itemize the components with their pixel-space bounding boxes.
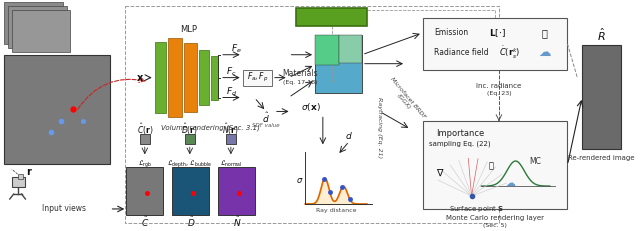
Text: ☁: ☁: [506, 178, 516, 188]
Bar: [155, 42, 166, 113]
Text: $\hat{N}(\mathbf{r})$: $\hat{N}(\mathbf{r})$: [223, 122, 239, 137]
Text: Microfacet BRDF
(GGX): Microfacet BRDF (GGX): [385, 76, 427, 123]
Bar: [12, 10, 70, 52]
Bar: [126, 167, 163, 215]
Text: $\dot{C}(\mathbf{r}_s^k)$: $\dot{C}(\mathbf{r}_s^k)$: [499, 45, 520, 61]
Text: ☁: ☁: [539, 46, 551, 59]
Text: $\hat{D}$: $\hat{D}$: [186, 215, 195, 229]
Bar: [339, 35, 362, 63]
Bar: [226, 134, 236, 144]
Text: 💡: 💡: [488, 162, 493, 171]
Text: $\hat{R}$: $\hat{R}$: [597, 27, 606, 43]
Text: Monte Carlo rendering layer: Monte Carlo rendering layer: [446, 215, 544, 221]
Bar: [172, 167, 209, 215]
Bar: [422, 121, 568, 209]
Text: Materials: Materials: [282, 69, 318, 78]
Bar: [211, 56, 218, 100]
Text: $F_d$: $F_d$: [226, 85, 237, 98]
Bar: [125, 6, 499, 223]
Text: $\nabla$: $\nabla$: [436, 168, 445, 178]
Bar: [185, 134, 195, 144]
Text: Surface point $\mathbf{S}$: Surface point $\mathbf{S}$: [449, 204, 504, 214]
Text: SDF value: SDF value: [252, 123, 280, 128]
Text: Input views: Input views: [42, 204, 86, 213]
Text: Radiance field: Radiance field: [435, 48, 489, 57]
Text: $\hat{C}(\mathbf{r})$: $\hat{C}(\mathbf{r})$: [136, 122, 153, 137]
Text: Importance: Importance: [436, 129, 484, 138]
Text: $\sigma(\mathbf{x})$: $\sigma(\mathbf{x})$: [301, 101, 321, 113]
Bar: [422, 18, 568, 70]
Text: $\hat{D}(\mathbf{r})$: $\hat{D}(\mathbf{r})$: [181, 122, 198, 137]
Text: 💡: 💡: [542, 28, 548, 38]
Text: $\mathcal{L}_{\rm render}$: $\mathcal{L}_{\rm render}$: [314, 10, 349, 24]
Bar: [243, 70, 272, 85]
Bar: [4, 2, 63, 44]
Text: (Sec. 5): (Sec. 5): [483, 223, 507, 228]
Text: $\mathbf{r}$: $\mathbf{r}$: [26, 166, 33, 177]
Text: Re-rendered image: Re-rendered image: [568, 155, 635, 161]
Text: $\mathcal{L}_{\rm depth}$, $\mathcal{L}_{\rm bubble}$: $\mathcal{L}_{\rm depth}$, $\mathcal{L}_…: [167, 158, 212, 170]
Text: $d$: $d$: [346, 130, 353, 141]
Text: $\mathbf{x}$: $\mathbf{x}$: [136, 73, 144, 83]
Text: Emission: Emission: [435, 28, 468, 37]
Bar: [315, 35, 339, 65]
Bar: [168, 38, 182, 117]
Bar: [198, 50, 209, 106]
Text: $\mathcal{L}_{\rm normal}$: $\mathcal{L}_{\rm normal}$: [220, 159, 242, 169]
Bar: [315, 35, 362, 93]
Text: $\mathcal{L}_{\rm rgb}$: $\mathcal{L}_{\rm rgb}$: [138, 158, 152, 170]
Text: Volume rendering (Sec. 3.1): Volume rendering (Sec. 3.1): [161, 124, 260, 131]
Text: Ray distance: Ray distance: [316, 208, 356, 213]
Text: (Eq. 23): (Eq. 23): [486, 91, 511, 96]
Text: $\hat{N}$: $\hat{N}$: [232, 215, 241, 229]
Bar: [18, 174, 24, 179]
Text: Raytracing (Eq. 21): Raytracing (Eq. 21): [377, 97, 382, 158]
Text: $\sigma$: $\sigma$: [296, 176, 303, 185]
Bar: [12, 177, 26, 187]
Text: $F_a, F_p$: $F_a, F_p$: [246, 71, 268, 84]
Text: (Eq. 17-18): (Eq. 17-18): [283, 80, 317, 85]
Bar: [218, 167, 255, 215]
Text: sampling Eq. (22): sampling Eq. (22): [429, 140, 491, 146]
Text: $\mathbf{L}[\cdot]$: $\mathbf{L}[\cdot]$: [489, 27, 506, 39]
Bar: [582, 45, 621, 149]
Bar: [8, 6, 67, 48]
Bar: [4, 55, 109, 164]
Bar: [296, 8, 367, 26]
Text: $\hat{C}$: $\hat{C}$: [141, 215, 149, 229]
Bar: [184, 43, 196, 112]
Text: Inc. radiance: Inc. radiance: [476, 82, 522, 88]
Text: $\hat{d}$: $\hat{d}$: [262, 110, 270, 125]
Bar: [140, 134, 150, 144]
Text: $F_c$: $F_c$: [226, 65, 237, 78]
Text: $F_e$: $F_e$: [231, 43, 242, 55]
Text: MC: MC: [529, 157, 541, 166]
Text: MLP: MLP: [180, 25, 197, 34]
